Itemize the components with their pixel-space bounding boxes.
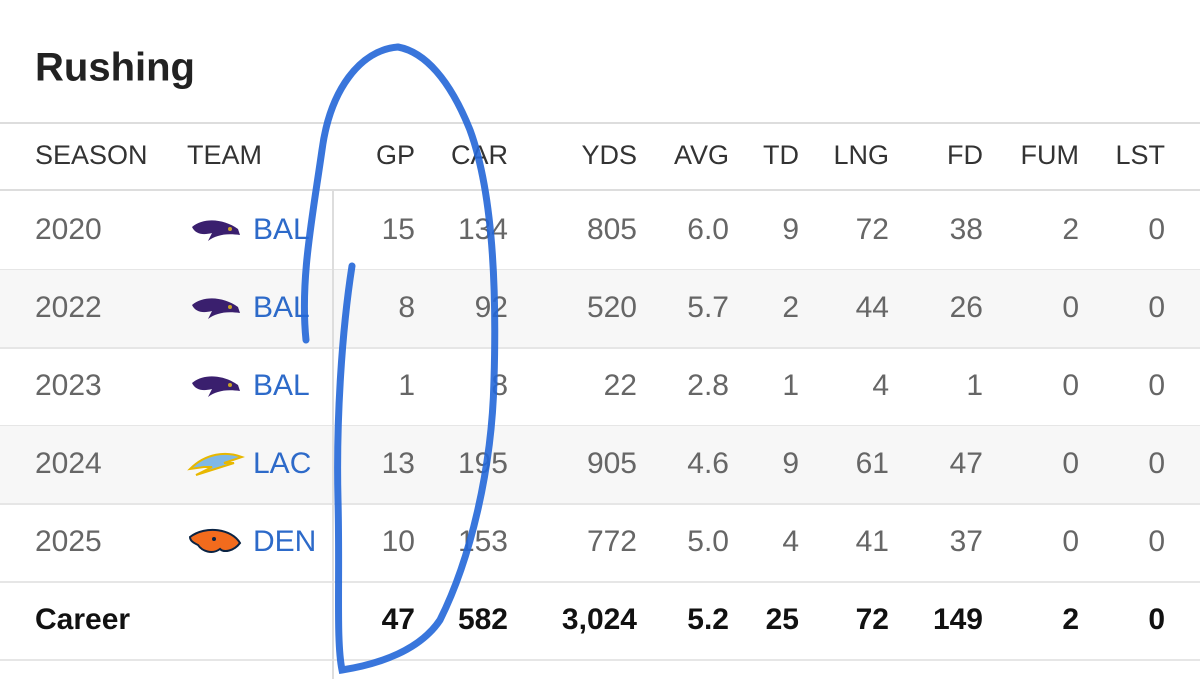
stat-cell: 9: [782, 213, 799, 246]
column-header: FD: [947, 140, 983, 170]
column-header: AVG: [674, 140, 729, 170]
ravens-logo: [192, 298, 240, 319]
season: 2022: [35, 291, 102, 324]
column-header: YDS: [581, 140, 637, 170]
stat-cell: 0: [1148, 213, 1165, 246]
stat-cell: 2.8: [687, 369, 729, 402]
team-link: LAC: [253, 447, 311, 480]
stat-cell: 44: [856, 291, 889, 324]
career-stat: 47: [382, 603, 415, 636]
stat-cell: 0: [1148, 369, 1165, 402]
stat-cell: 37: [950, 525, 983, 558]
stat-cell: 2: [782, 291, 799, 324]
stat-cell: 772: [587, 525, 637, 558]
hand-drawn-circle: [300, 43, 499, 674]
stat-cell: 6.0: [687, 213, 729, 246]
stat-cell: 1: [398, 369, 415, 402]
stat-cell: 26: [950, 291, 983, 324]
stat-cell: 0: [1148, 447, 1165, 480]
career-stat: 72: [856, 603, 889, 636]
stat-cell: 8: [398, 291, 415, 324]
career-stat: 149: [933, 603, 983, 636]
team-link: BAL: [253, 369, 310, 402]
stat-cell: 38: [950, 213, 983, 246]
stat-cell: 4: [872, 369, 889, 402]
career-stat: 5.2: [687, 603, 729, 636]
column-header: LNG: [833, 140, 889, 170]
stat-cell: 0: [1148, 291, 1165, 324]
column-header: TD: [763, 140, 799, 170]
stat-cell: 5.0: [687, 525, 729, 558]
team-link: BAL: [253, 291, 310, 324]
season: 2023: [35, 369, 102, 402]
stat-cell: 13: [382, 447, 415, 480]
career-label: Career: [35, 603, 130, 636]
career-stat: 0: [1148, 603, 1165, 636]
ravens-logo: [192, 220, 240, 241]
stat-cell: 1: [782, 369, 799, 402]
stat-cell: 4.6: [687, 447, 729, 480]
stat-cell: 805: [587, 213, 637, 246]
stat-cell: 61: [856, 447, 889, 480]
column-header: LST: [1115, 140, 1165, 170]
stat-cell: 9: [782, 447, 799, 480]
stat-cell: 0: [1062, 447, 1079, 480]
stat-cell: 5.7: [687, 291, 729, 324]
stat-cell: 905: [587, 447, 637, 480]
ravens-logo: [192, 376, 240, 397]
team-link: DEN: [253, 525, 316, 558]
stat-cell: 2: [1062, 213, 1079, 246]
stat-cell: 22: [604, 369, 637, 402]
column-header: TEAM: [187, 140, 262, 170]
stat-cell: 520: [587, 291, 637, 324]
career-stat: 582: [458, 603, 508, 636]
career-stat: 3,024: [562, 603, 637, 636]
stat-cell: 10: [382, 525, 415, 558]
stat-cell: 0: [1062, 525, 1079, 558]
season: 2020: [35, 213, 102, 246]
stat-cell: 0: [1148, 525, 1165, 558]
career-stat: 2: [1062, 603, 1079, 636]
stat-cell: 72: [856, 213, 889, 246]
column-header: GP: [376, 140, 415, 170]
stat-cell: 15: [382, 213, 415, 246]
broncos-logo: [188, 528, 242, 553]
team-link: BAL: [253, 213, 310, 246]
column-header: FUM: [1021, 140, 1079, 170]
stat-cell: 1: [966, 369, 983, 402]
stat-cell: 4: [782, 525, 799, 558]
stat-cell: 47: [950, 447, 983, 480]
chargers-logo: [187, 452, 245, 476]
season: 2024: [35, 447, 102, 480]
stat-cell: 134: [458, 213, 508, 246]
career-stat: 25: [766, 603, 799, 636]
stat-cell: 0: [1062, 369, 1079, 402]
stat-cell: 41: [856, 525, 889, 558]
stat-cell: 0: [1062, 291, 1079, 324]
section-title: Rushing: [35, 46, 195, 90]
season: 2025: [35, 525, 102, 558]
column-header: SEASON: [35, 140, 148, 170]
team-logos: [187, 220, 245, 553]
